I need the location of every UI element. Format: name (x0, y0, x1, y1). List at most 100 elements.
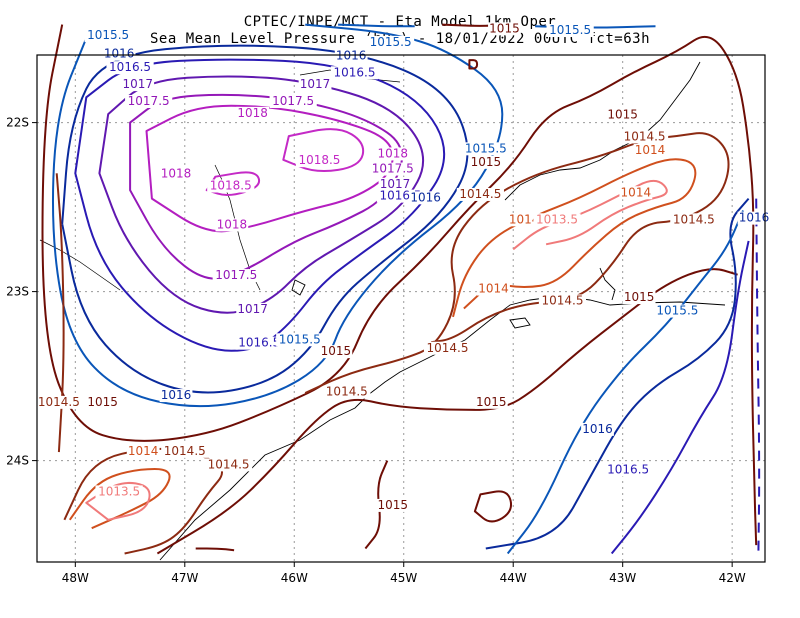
isobar-label-bg (295, 154, 344, 168)
isobar-1018-5 (282, 128, 365, 173)
isobar-label-bg (423, 341, 472, 355)
isobar-label-bg (106, 61, 154, 75)
isobar-label: 1018 (161, 167, 192, 181)
isobar-label: 1014 (128, 444, 159, 458)
isobar-label: 1016 (161, 388, 192, 402)
isobar-label: 1015 (624, 290, 655, 304)
isobar-label: 1015 (378, 498, 409, 512)
isobar-label: 1014.5 (326, 385, 368, 399)
x-tick-label: 48W (62, 571, 89, 585)
isobar-1015 (364, 460, 389, 550)
isobar-label-bg (298, 78, 332, 92)
x-tick-label: 45W (390, 571, 417, 585)
isobar-label-bg (606, 108, 640, 122)
isobar-label-bg (619, 186, 653, 200)
isobar-label: 1015.5 (465, 141, 507, 155)
isobar-label-bg (102, 47, 136, 61)
x-tick-label: 43W (609, 571, 636, 585)
isobar-1015 (468, 59, 479, 70)
isobar-label: 1016 (104, 47, 135, 61)
isobar-label: 1013.5 (98, 484, 140, 498)
isobar-label: 1014.5 (38, 395, 80, 409)
isobar-label-bg (376, 498, 410, 512)
y-tick-label: 24S (6, 454, 29, 468)
isobar-label: 1017 (380, 177, 411, 191)
isobar-label-bg (269, 95, 317, 109)
isobar-1015-5 (338, 23, 415, 28)
isobar-label: 1014.5 (427, 341, 469, 355)
isobar-label: 1016 (582, 422, 613, 436)
isobar-label-bg (369, 162, 417, 176)
isobar-label: 1015.5 (279, 332, 321, 346)
isobar-label-bg (604, 463, 652, 477)
isobar-1015 (195, 547, 235, 552)
x-tick-label: 42W (719, 571, 746, 585)
isobar-label-bg (121, 78, 155, 92)
isobar-label-bg (95, 485, 143, 499)
isobar-label-bg (235, 336, 283, 350)
isobar-1016-5 (755, 198, 761, 554)
isobar-label: 1014.5 (208, 457, 250, 471)
isobar-label: 1015 (489, 21, 520, 35)
isobar-label-bg (409, 191, 443, 205)
isobar-label: 1016.5 (238, 336, 280, 350)
isobar-label-bg (330, 66, 379, 80)
isobar-label-bg (477, 282, 510, 296)
isobar-labels: 1015.510161016.510171017.510181017.51017… (35, 21, 771, 512)
isobar-label: 1014.5 (673, 212, 715, 226)
isobar-label: 1014.5 (541, 293, 583, 307)
isobar-label-bg (507, 213, 541, 227)
x-tick-label: 44W (500, 571, 527, 585)
isobar-label-bg (84, 29, 132, 43)
isobar-label-bg (159, 389, 193, 403)
isobar-1014-5 (55, 173, 65, 453)
isobar-label: 1013.5 (536, 212, 578, 226)
isobar-label: 1015.5 (370, 35, 412, 49)
axis-ticks: 48W 47W 46W 45W 44W 43W 42W 22S 23S 24S (6, 116, 746, 585)
isobar-label-bg (334, 49, 368, 63)
isobar-label: 1015 (321, 344, 352, 358)
isobar-label: 1018 (237, 106, 268, 120)
y-tick-label: 23S (6, 285, 29, 299)
isobar-label: 1018.5 (210, 179, 252, 193)
isobar-label: 1016.5 (333, 65, 375, 79)
isobar-label-bg (376, 147, 410, 161)
isobar-label-bg (236, 106, 270, 120)
isobar-label: 1016.5 (607, 462, 649, 476)
isobar-label: 1017.5 (372, 162, 414, 176)
isobar-label-bg (462, 142, 510, 156)
isobar-label: 1014 (635, 143, 666, 157)
isobar-label: 1015 (87, 395, 118, 409)
isobar-1016-5 (74, 58, 446, 352)
isobar-label-bg (533, 213, 581, 227)
isobar-1016 (485, 197, 750, 550)
isobar-label-bg (367, 35, 415, 49)
isobar-label-bg (125, 95, 173, 109)
isobar-label-bg (323, 385, 371, 399)
isobar-label: 1015.5 (549, 23, 591, 37)
isobar-label-bg (236, 302, 270, 316)
isobar-label-bg (581, 422, 614, 436)
isobar-label-bg (207, 179, 255, 193)
y-tick-label: 22S (6, 116, 29, 130)
isobar-1015-5 (51, 23, 504, 408)
plot-frame (36, 54, 766, 563)
isobar-label: 1017.5 (272, 94, 314, 108)
isobar-label-bg (546, 24, 594, 38)
isobar-label-bg (653, 304, 702, 318)
isobar-label: 1015 (471, 155, 502, 169)
island-coast-2 (291, 279, 306, 296)
isobar-label-bg (622, 291, 656, 305)
isobar-label: 1017.5 (128, 94, 170, 108)
isobar-label-bg (126, 444, 160, 458)
isobar-label-bg (86, 395, 120, 409)
isobar-1013-5 (512, 179, 668, 251)
isobar-label: 1017.5 (215, 268, 257, 282)
isobar-label-bg (633, 144, 667, 158)
isobar-label: 1014.5 (624, 130, 666, 144)
isobar-label: 1016.5 (109, 60, 151, 74)
isobar-label-bg (737, 211, 771, 225)
isobar-1014 (68, 468, 171, 530)
isobar-label-bg (161, 444, 209, 458)
isobar-1015-5 (506, 210, 745, 555)
